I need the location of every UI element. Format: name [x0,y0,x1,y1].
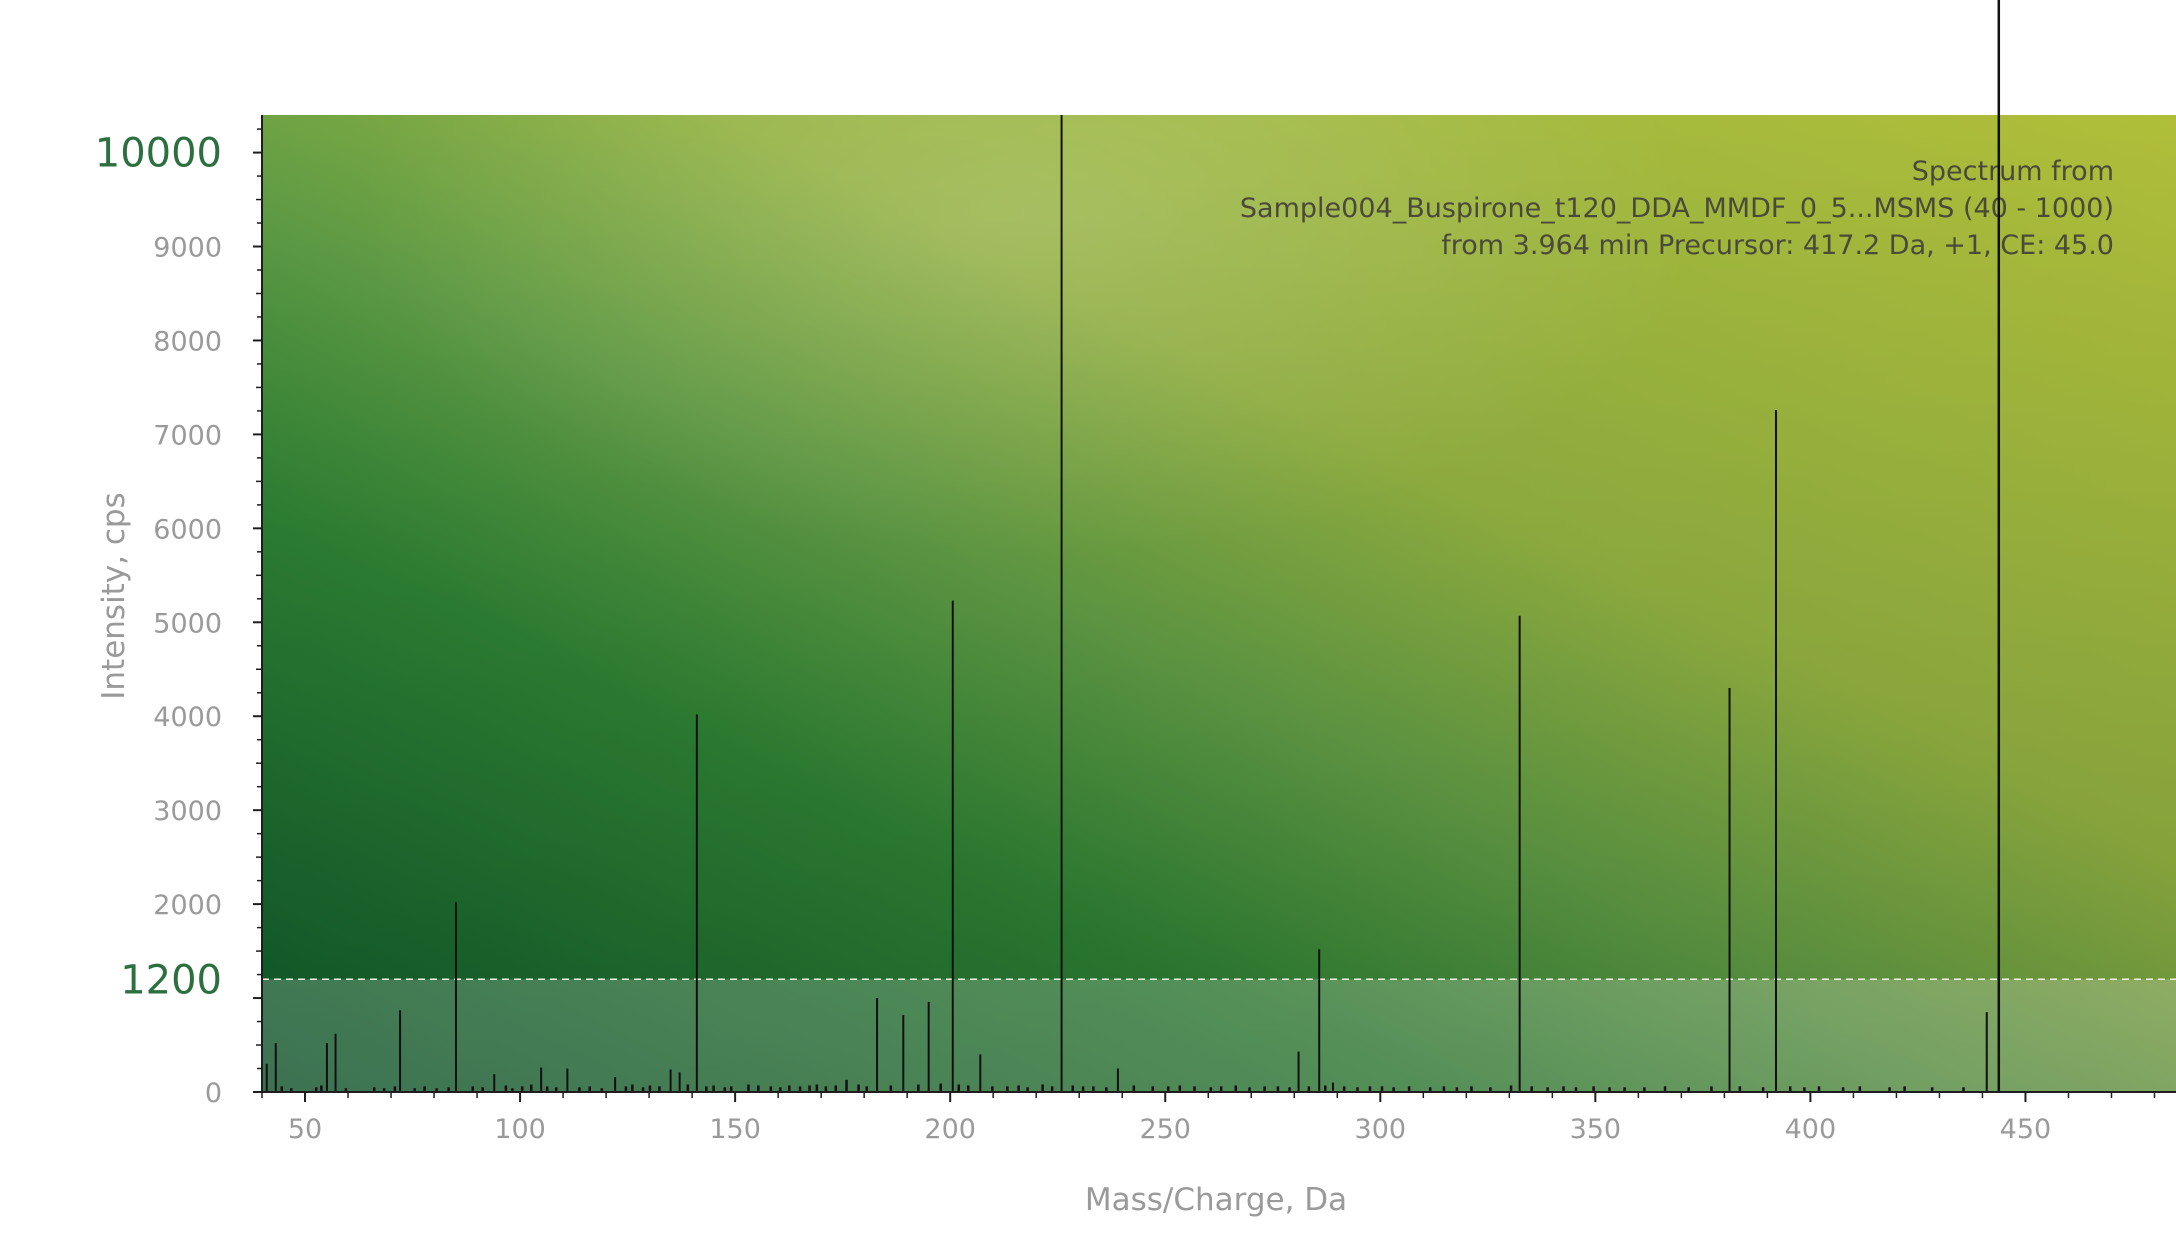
y-tick-label: 10000 [95,131,222,177]
x-tick-label: 100 [494,1114,546,1145]
x-tick-label: 350 [1570,1114,1622,1145]
y-tick-label: 0 [205,1078,222,1109]
title-line-1: Spectrum from [1912,156,2114,187]
y-tick-label: 5000 [153,608,222,639]
threshold-label: 1200 [120,957,222,1003]
x-tick-label: 50 [288,1114,322,1145]
spectrum-peaks [265,115,1988,1092]
y-tick-label: 8000 [153,326,222,357]
x-axis-ticks: 50 100 150 200 250 300 350 400 450 [261,1092,2156,1145]
x-axis-label: Mass/Charge, Da [1085,1182,1347,1218]
x-tick-label: 150 [709,1114,761,1145]
threshold-band [262,979,2176,1092]
plot-area-shade [262,115,2176,1092]
y-axis-ticks: 0 2000 3000 4000 5000 6000 7000 8000 9000 10000 [95,128,262,1109]
y-tick-label: 9000 [153,233,222,264]
chart-title: Spectrum from Sample004_Buspirone_t120_D… [1240,156,2114,261]
y-tick-label: 4000 [153,702,222,733]
x-tick-label: 200 [924,1114,976,1145]
y-tick-label: 7000 [153,420,222,451]
title-line-3: from 3.964 min Precursor: 417.2 Da, +1, … [1441,230,2114,261]
y-tick-label: 6000 [153,514,222,545]
axes [261,115,2176,1093]
y-tick-label: 3000 [153,796,222,827]
x-tick-label: 450 [2000,1114,2052,1145]
y-axis-label: Intensity, cps [96,492,132,700]
x-tick-label: 400 [1785,1114,1837,1145]
title-line-2: Sample004_Buspirone_t120_DDA_MMDF_0_5...… [1240,193,2114,224]
plot-background [262,115,2176,1092]
y-tick-label: 2000 [153,890,222,921]
x-tick-label: 250 [1139,1114,1191,1145]
x-tick-label: 300 [1355,1114,1407,1145]
